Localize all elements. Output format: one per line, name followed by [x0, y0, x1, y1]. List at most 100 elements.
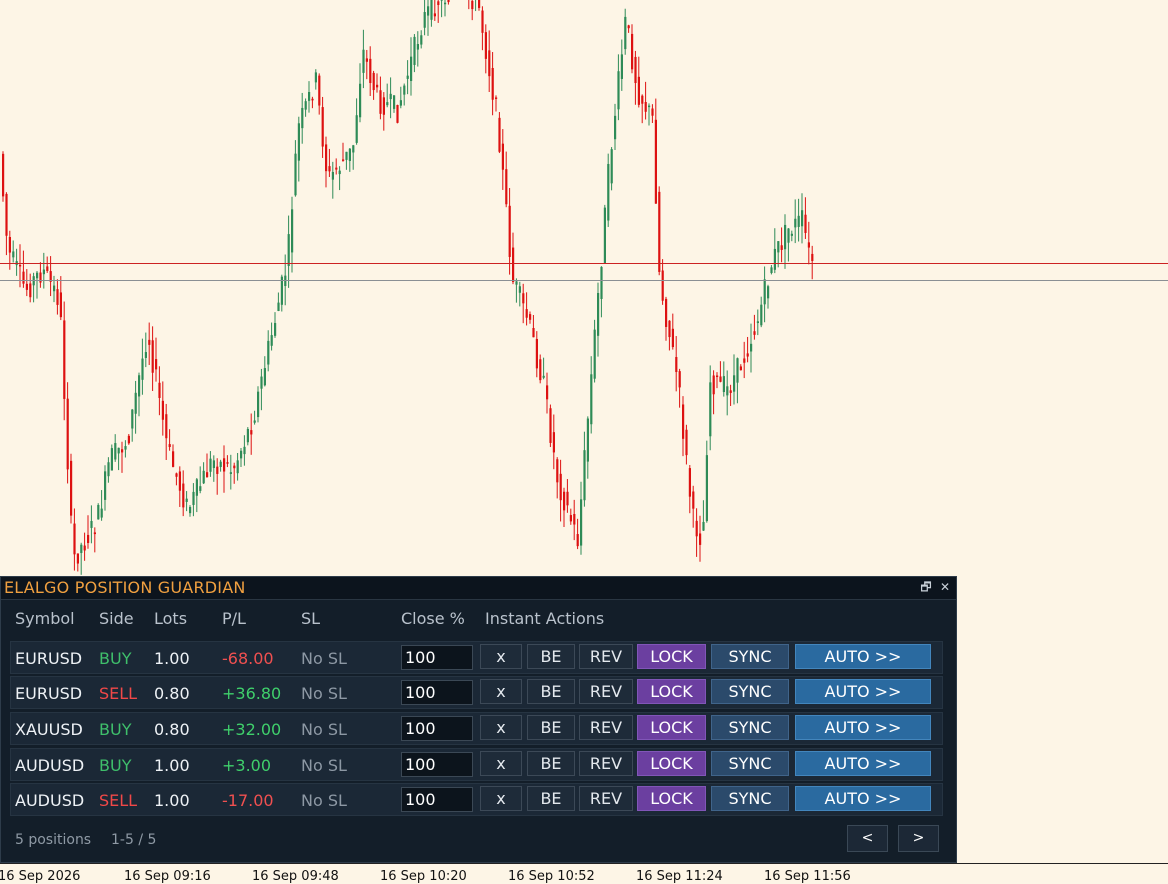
candlestick — [49, 256, 52, 297]
table-row: AUDUSD SELL 1.00 -17.00 No SL xBEREVLOCKSYNCA… — [10, 783, 943, 816]
candlestick — [444, 0, 447, 17]
auto-button[interactable]: AUTO >> — [795, 644, 931, 669]
candlestick — [46, 256, 49, 273]
reverse-button[interactable]: REV — [579, 679, 633, 704]
close-percent-input[interactable] — [401, 716, 473, 741]
candlestick — [770, 265, 773, 275]
candlestick — [495, 95, 498, 112]
candlestick — [32, 272, 35, 303]
candlestick — [175, 472, 178, 486]
candlestick — [212, 455, 215, 482]
restore-window-icon[interactable]: 🗗 — [920, 580, 932, 594]
candlestick — [376, 73, 379, 93]
breakeven-button[interactable]: BE — [527, 715, 575, 740]
candlestick — [651, 104, 654, 124]
candlestick — [311, 96, 314, 109]
position-side: BUY — [99, 756, 132, 775]
candlestick — [148, 322, 151, 365]
position-pl: -17.00 — [222, 791, 274, 810]
candlestick — [484, 24, 487, 74]
auto-button[interactable]: AUTO >> — [795, 715, 931, 740]
candlestick — [736, 357, 739, 404]
sync-button[interactable]: SYNC — [711, 751, 789, 776]
positions-count: 5 positions — [15, 832, 92, 848]
candlestick — [87, 515, 90, 549]
prev-page-button[interactable]: < — [847, 825, 888, 852]
candlestick — [90, 505, 93, 544]
close-position-button[interactable]: x — [480, 786, 522, 811]
close-position-button[interactable]: x — [480, 644, 522, 669]
position-sl: No SL — [301, 756, 347, 775]
candlestick — [342, 142, 345, 162]
candlestick — [161, 381, 164, 436]
close-percent-input[interactable] — [401, 645, 473, 670]
auto-button[interactable]: AUTO >> — [795, 679, 931, 704]
candlestick — [729, 384, 732, 406]
candlestick — [501, 129, 504, 190]
lock-button[interactable]: LOCK — [637, 751, 706, 776]
candlestick — [787, 228, 790, 262]
reverse-button[interactable]: REV — [579, 644, 633, 669]
breakeven-button[interactable]: BE — [527, 786, 575, 811]
breakeven-button[interactable]: BE — [527, 679, 575, 704]
close-position-button[interactable]: x — [480, 751, 522, 776]
close-position-button[interactable]: x — [480, 715, 522, 740]
candlestick — [263, 356, 266, 387]
lock-button[interactable]: LOCK — [637, 786, 706, 811]
candlestick — [226, 455, 229, 468]
position-lots: 1.00 — [154, 649, 190, 668]
candlestick — [110, 444, 113, 471]
close-position-button[interactable]: x — [480, 679, 522, 704]
sync-button[interactable]: SYNC — [711, 715, 789, 740]
candlestick — [294, 140, 297, 197]
candlestick — [73, 508, 76, 571]
next-page-button[interactable]: > — [898, 825, 939, 852]
candlestick — [627, 24, 630, 33]
candlestick — [195, 477, 198, 513]
candlestick — [274, 312, 277, 338]
close-icon[interactable]: ✕ — [939, 580, 951, 594]
candlestick — [76, 553, 79, 572]
candlestick — [610, 147, 613, 191]
breakeven-button[interactable]: BE — [527, 644, 575, 669]
reverse-button[interactable]: REV — [579, 751, 633, 776]
candlestick — [692, 485, 695, 528]
candlestick — [56, 279, 59, 315]
candlestick — [661, 259, 664, 305]
sync-button[interactable]: SYNC — [711, 679, 789, 704]
time-tick-label: 16 Sep 09:16 — [124, 869, 211, 884]
candlestick — [2, 151, 5, 202]
auto-button[interactable]: AUTO >> — [795, 751, 931, 776]
reverse-button[interactable]: REV — [579, 715, 633, 740]
candlestick — [192, 483, 195, 517]
lock-button[interactable]: LOCK — [637, 644, 706, 669]
candlestick — [379, 76, 382, 120]
candlestick — [369, 46, 372, 97]
auto-button[interactable]: AUTO >> — [795, 786, 931, 811]
breakeven-button[interactable]: BE — [527, 751, 575, 776]
candlestick — [433, 0, 436, 21]
close-percent-input[interactable] — [401, 680, 473, 705]
sync-button[interactable]: SYNC — [711, 644, 789, 669]
panel-title: ELALGO POSITION GUARDIAN — [4, 578, 246, 597]
candlestick — [525, 292, 528, 326]
candlestick — [382, 92, 385, 131]
candlestick — [797, 198, 800, 242]
header-sl: SL — [301, 609, 321, 628]
lock-button[interactable]: LOCK — [637, 679, 706, 704]
candlestick — [270, 322, 273, 351]
reverse-button[interactable]: REV — [579, 786, 633, 811]
price-chart[interactable] — [0, 0, 1168, 863]
panel-titlebar[interactable]: ELALGO POSITION GUARDIAN 🗗 ✕ — [1, 577, 956, 600]
candlestick — [811, 245, 814, 280]
candlestick — [233, 462, 236, 484]
lock-button[interactable]: LOCK — [637, 715, 706, 740]
candlestick — [331, 161, 334, 199]
candlestick — [654, 98, 657, 204]
sync-button[interactable]: SYNC — [711, 786, 789, 811]
candlestick — [321, 96, 324, 158]
close-percent-input[interactable] — [401, 752, 473, 777]
candlestick — [325, 136, 328, 188]
close-percent-input[interactable] — [401, 787, 473, 812]
candlestick — [634, 50, 637, 105]
